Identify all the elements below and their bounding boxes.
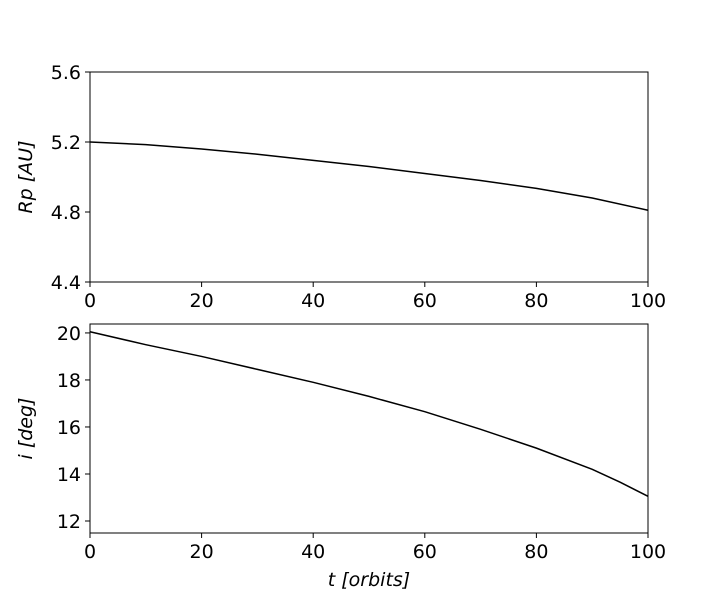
x-tick-label: 20 bbox=[190, 541, 214, 563]
y-tick-label: 16 bbox=[57, 417, 81, 439]
y-tick-label: 4.4 bbox=[51, 272, 81, 294]
x-tick-label: 40 bbox=[301, 541, 325, 563]
data-line bbox=[89, 141, 649, 211]
x-tick-label: 0 bbox=[84, 290, 96, 312]
axes-frame bbox=[89, 323, 649, 534]
y-tick-label: 18 bbox=[57, 370, 81, 392]
y-tick-label: 5.2 bbox=[51, 132, 81, 154]
x-tick-label: 40 bbox=[301, 290, 325, 312]
y-tick-label: 20 bbox=[57, 323, 81, 345]
x-tick-label: 20 bbox=[190, 290, 214, 312]
x-tick-label: 0 bbox=[84, 541, 96, 563]
y-axis-label: i [deg] bbox=[15, 398, 37, 460]
y-tick-label: 12 bbox=[57, 511, 81, 533]
y-tick-label: 4.8 bbox=[51, 202, 81, 224]
x-tick-label: 60 bbox=[413, 290, 437, 312]
x-tick-label: 100 bbox=[630, 541, 666, 563]
y-axis-label: Rp [AU] bbox=[15, 140, 37, 213]
y-tick-label: 14 bbox=[57, 464, 81, 486]
x-tick-label: 80 bbox=[524, 290, 548, 312]
x-axis-label: t [orbits] bbox=[328, 569, 410, 591]
axes-frame bbox=[89, 71, 649, 283]
x-tick-label: 60 bbox=[413, 541, 437, 563]
x-tick-label: 100 bbox=[630, 290, 666, 312]
y-tick-label: 5.6 bbox=[51, 62, 81, 84]
x-tick-label: 80 bbox=[524, 541, 548, 563]
data-line bbox=[89, 331, 649, 497]
